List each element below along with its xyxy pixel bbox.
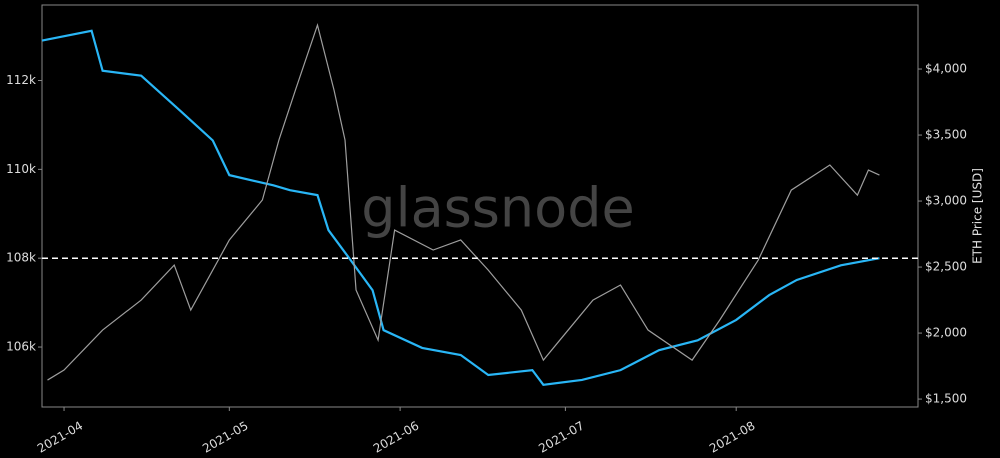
series-line <box>47 22 880 381</box>
plot-frame <box>41 4 919 408</box>
y2-tick-label: $2,000 <box>925 326 967 340</box>
y2-tick-label: $2,500 <box>925 260 967 274</box>
watermark: glassnode <box>361 177 634 240</box>
y2-tick-label: $3,000 <box>925 194 967 208</box>
y2-tick-label: $3,500 <box>925 128 967 142</box>
series-line <box>41 29 880 386</box>
y-tick-label: 108k <box>6 251 36 265</box>
y-tick-label: 112k <box>6 73 36 87</box>
y2-axis-label: ETH Price [USD] <box>971 168 985 264</box>
y-tick-label: 110k <box>6 162 36 176</box>
y2-tick-label: $4,000 <box>925 62 967 76</box>
y-tick-label: 106k <box>6 340 36 354</box>
y2-tick-label: $1,500 <box>925 392 967 406</box>
